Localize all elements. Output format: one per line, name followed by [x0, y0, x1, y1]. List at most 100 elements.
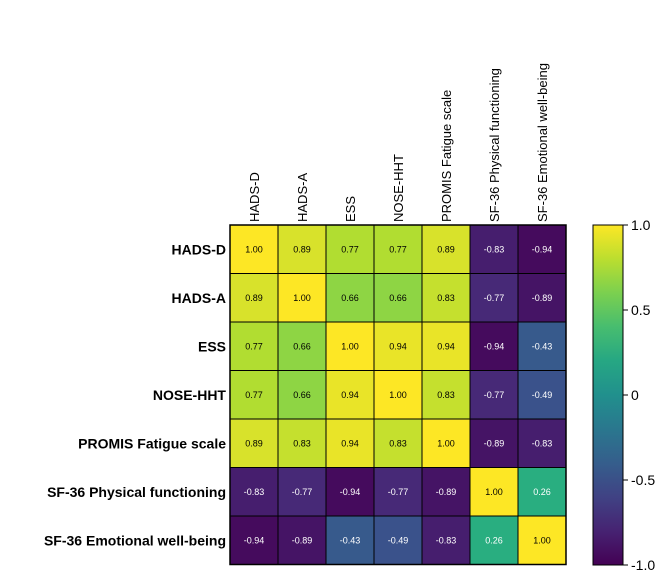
heatmap-cell [229, 370, 279, 420]
heatmap-cell [325, 273, 375, 323]
cell-value-label: 1.00 [533, 535, 551, 545]
heatmap-cell [469, 321, 519, 371]
heatmap-cell [229, 515, 279, 565]
cell-value-label: -0.77 [388, 487, 409, 497]
cell-value-label: 0.77 [245, 390, 263, 400]
cell-value-label: 0.83 [437, 390, 455, 400]
heatmap-cell [421, 273, 471, 323]
colorbar-tick-label: 0 [631, 387, 639, 403]
cell-value-label: 0.94 [437, 341, 455, 351]
row-label-sf-36-physical-functioning: SF-36 Physical functioning [47, 484, 226, 500]
cell-value-label: -0.94 [244, 535, 265, 545]
cell-value-label: 0.83 [389, 438, 407, 448]
colorbar-tick-label: -0.5 [631, 472, 655, 488]
heatmap-cell [421, 467, 471, 517]
heatmap-cell [277, 467, 327, 517]
row-labels: HADS-D HADS-A ESS NOSE-HHT PROMIS Fatigue sc… [44, 241, 226, 548]
cell-value-label: -0.77 [484, 390, 505, 400]
heatmap-cell [229, 224, 279, 274]
heatmap-cell [469, 515, 519, 565]
cell-value-label: -0.83 [244, 487, 265, 497]
cell-value-label: 0.89 [293, 244, 311, 254]
column-label-hads-d: HADS-D [247, 172, 262, 222]
cell-value-label: -0.83 [532, 438, 553, 448]
cell-value-label: 0.94 [341, 390, 359, 400]
cell-value-label: 1.00 [341, 341, 359, 351]
cell-value-label: -0.89 [532, 293, 553, 303]
heatmap-cell [517, 321, 567, 371]
cell-value-label: -0.43 [340, 535, 361, 545]
cell-value-label: -0.83 [436, 535, 457, 545]
cell-value-label: -0.89 [292, 535, 313, 545]
heatmap-cell [277, 224, 327, 274]
cell-value-label: 0.66 [293, 341, 311, 351]
row-label-hads-a: HADS-A [172, 290, 226, 306]
heatmap-cell [277, 370, 327, 420]
column-label-ess: ESS [343, 196, 358, 222]
column-label-sf-36-emotional-well-being: SF-36 Emotional well-being [535, 63, 550, 222]
row-label-promis-fatigue-scale: PROMIS Fatigue scale [78, 435, 226, 451]
column-labels: HADS-D HADS-A ESS NOSE-HHT PROMIS Fatigue sc… [247, 63, 550, 222]
heatmap-cell [517, 273, 567, 323]
heatmap-cell [277, 321, 327, 371]
heatmap-cell [373, 467, 423, 517]
colorbar-gradient [592, 224, 624, 566]
cell-value-label: 0.26 [485, 535, 503, 545]
cell-value-label: 0.26 [533, 487, 551, 497]
cell-value-label: -0.49 [532, 390, 553, 400]
cell-value-label: 1.00 [485, 487, 503, 497]
column-label-sf-36-physical-functioning: SF-36 Physical functioning [487, 68, 502, 222]
row-label-ess: ESS [198, 338, 226, 354]
heatmap-cell [517, 467, 567, 517]
cell-value-label: 0.89 [245, 438, 263, 448]
cell-value-label: 1.00 [389, 390, 407, 400]
cell-value-label: -0.94 [484, 341, 505, 351]
heatmap-cells: 1.00 0.89 0.77 0.77 0.89 -0.83 -0.94 0.89 1.00 0.… [229, 224, 567, 566]
row-label-sf-36-emotional-well-being: SF-36 Emotional well-being [44, 532, 226, 548]
cell-value-label: 0.66 [341, 293, 359, 303]
cell-value-label: 0.83 [437, 293, 455, 303]
heatmap-cell [421, 321, 471, 371]
cell-value-label: -0.89 [436, 487, 457, 497]
colorbar: 1.0 0.5 0 -0.5 -1.0 [592, 217, 655, 573]
cell-value-label: -0.43 [532, 341, 553, 351]
row-label-hads-d: HADS-D [172, 241, 226, 257]
cell-value-label: 1.00 [437, 438, 455, 448]
colorbar-tick-label: 0.5 [631, 302, 651, 318]
heatmap-cell [325, 321, 375, 371]
cell-value-label: 0.83 [293, 438, 311, 448]
cell-value-label: -0.77 [484, 293, 505, 303]
cell-value-label: 1.00 [293, 293, 311, 303]
cell-value-label: 0.94 [389, 341, 407, 351]
heatmap-cell [325, 418, 375, 468]
colorbar-tick-label: -1.0 [631, 557, 655, 573]
cell-value-label: 0.77 [389, 244, 407, 254]
heatmap-cell [229, 467, 279, 517]
cell-value-label: -0.49 [388, 535, 409, 545]
heatmap-cell [229, 418, 279, 468]
heatmap-cell [373, 321, 423, 371]
cell-value-label: -0.83 [484, 244, 505, 254]
column-label-promis-fatigue-scale: PROMIS Fatigue scale [439, 90, 454, 222]
column-label-hads-a: HADS-A [295, 173, 310, 222]
grid-border [229, 224, 567, 566]
row-label-nose-hht: NOSE-HHT [153, 387, 227, 403]
heatmap-cell [469, 224, 519, 274]
cell-value-label: 0.89 [437, 244, 455, 254]
heatmap-cell [325, 515, 375, 565]
cell-value-label: 0.66 [293, 390, 311, 400]
heatmap-cell [517, 515, 567, 565]
column-label-nose-hht: NOSE-HHT [391, 154, 406, 222]
cell-value-label: 1.00 [245, 244, 263, 254]
cell-value-label: 0.94 [341, 438, 359, 448]
cell-value-label: 0.89 [245, 293, 263, 303]
cell-value-label: -0.94 [532, 244, 553, 254]
cell-value-label: -0.94 [340, 487, 361, 497]
cell-value-label: 0.77 [245, 341, 263, 351]
colorbar-tick-label: 1.0 [631, 217, 651, 233]
heatmap-cell [421, 515, 471, 565]
heatmap-cell [469, 370, 519, 420]
cell-value-label: -0.77 [292, 487, 313, 497]
cell-value-label: 0.77 [341, 244, 359, 254]
